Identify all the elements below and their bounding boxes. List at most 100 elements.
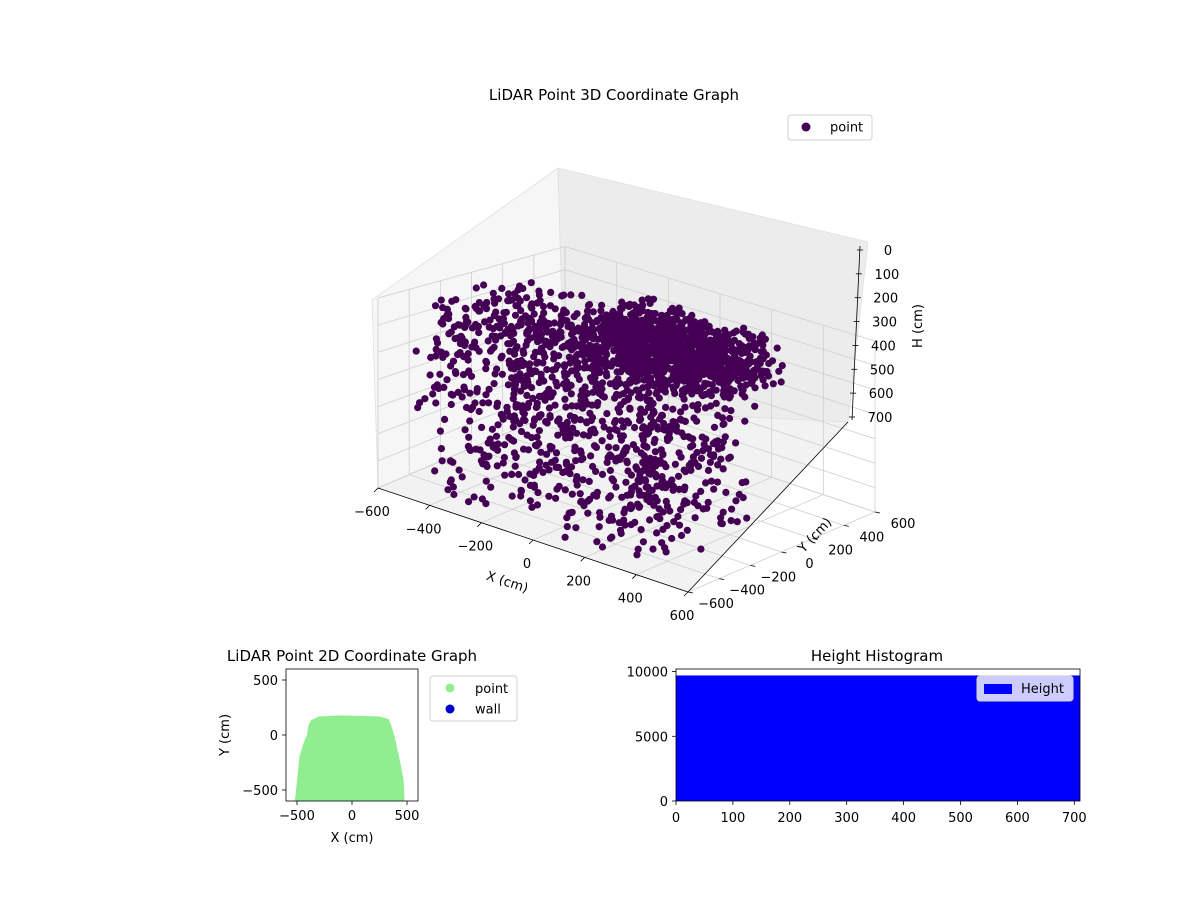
data-point [675, 521, 684, 529]
data-point [640, 466, 648, 474]
data-point [655, 505, 663, 513]
data-point [578, 291, 586, 299]
data-point [697, 384, 705, 392]
data-point [563, 317, 571, 325]
data-point [768, 357, 777, 365]
legend-2d-wall-label: wall [475, 703, 501, 718]
data-point [714, 461, 722, 469]
data-point [531, 348, 540, 356]
data-point [602, 348, 610, 356]
x-tick-label-3d: 0 [523, 557, 531, 572]
data-point [514, 322, 522, 330]
data-point [555, 463, 563, 471]
data-point [613, 426, 621, 435]
data-point [483, 359, 491, 367]
data-point [659, 450, 667, 458]
data-point [498, 284, 506, 292]
data-point [563, 418, 571, 426]
data-point [470, 493, 478, 501]
tick-mark [580, 557, 585, 562]
data-point [529, 421, 537, 429]
data-point [573, 473, 581, 481]
data-point [606, 380, 615, 388]
data-point [664, 481, 673, 489]
data-point [462, 305, 470, 313]
y-tick-label-histogram: 5000 [635, 730, 668, 745]
data-point [680, 395, 688, 403]
data-point [618, 493, 626, 501]
data-point [542, 418, 550, 426]
data-point [722, 488, 730, 496]
data-point [598, 470, 607, 478]
data-point [656, 378, 664, 386]
data-point [447, 457, 455, 465]
tick-mark [425, 505, 430, 510]
data-point [561, 533, 569, 541]
data-point [563, 523, 571, 531]
data-point [476, 307, 484, 315]
data-point [704, 498, 712, 506]
data-point [596, 508, 604, 517]
data-point [587, 364, 595, 372]
data-point [490, 380, 498, 388]
chart-2d: LiDAR Point 2D Coordinate Graph −500−500… [218, 647, 518, 846]
data-point [705, 328, 713, 336]
data-point [648, 486, 656, 494]
data-point [622, 478, 630, 486]
data-point [501, 471, 509, 479]
legend-2d-point-marker [445, 683, 455, 693]
data-point [539, 468, 547, 476]
data-point [727, 407, 735, 415]
data-point [572, 524, 580, 532]
data-point [675, 304, 683, 312]
data-point [498, 370, 506, 378]
data-point [658, 411, 666, 419]
y-tick-label-2d: −500 [242, 784, 278, 799]
data-point [521, 476, 529, 484]
data-point [579, 476, 587, 484]
data-point [626, 379, 634, 387]
data-point [600, 423, 608, 431]
data-point [605, 516, 613, 525]
data-point [605, 494, 613, 502]
data-point [600, 393, 609, 401]
data-point [759, 341, 767, 349]
data-point [603, 326, 611, 334]
data-point [639, 538, 648, 546]
data-point [598, 343, 606, 351]
data-point [598, 543, 607, 551]
data-point [777, 378, 785, 386]
data-point [713, 478, 722, 486]
data-point [647, 424, 655, 432]
data-point [612, 483, 620, 491]
data-point [576, 416, 585, 424]
data-point [554, 431, 562, 439]
data-point [532, 403, 541, 411]
data-point [536, 458, 544, 466]
x-axis-label-3d: X (cm) [484, 569, 530, 597]
data-point [576, 490, 584, 498]
data-point [693, 406, 702, 414]
data-point [683, 499, 691, 507]
data-point [633, 343, 641, 351]
data-point [550, 319, 559, 327]
data-point [566, 470, 574, 478]
data-point [688, 363, 696, 371]
data-point [759, 369, 767, 377]
data-point [664, 320, 673, 328]
data-point [533, 359, 541, 367]
data-point [721, 376, 729, 385]
data-point [445, 310, 453, 318]
data-point [449, 483, 457, 491]
data-point [704, 359, 712, 367]
data-point [608, 533, 616, 541]
data-point [455, 466, 463, 474]
data-point [522, 341, 530, 349]
data-point [733, 518, 741, 526]
data-point [577, 498, 585, 506]
data-point [459, 371, 468, 379]
data-point [635, 308, 643, 316]
data-point [492, 432, 501, 440]
data-point [746, 352, 754, 360]
data-point [617, 417, 626, 425]
